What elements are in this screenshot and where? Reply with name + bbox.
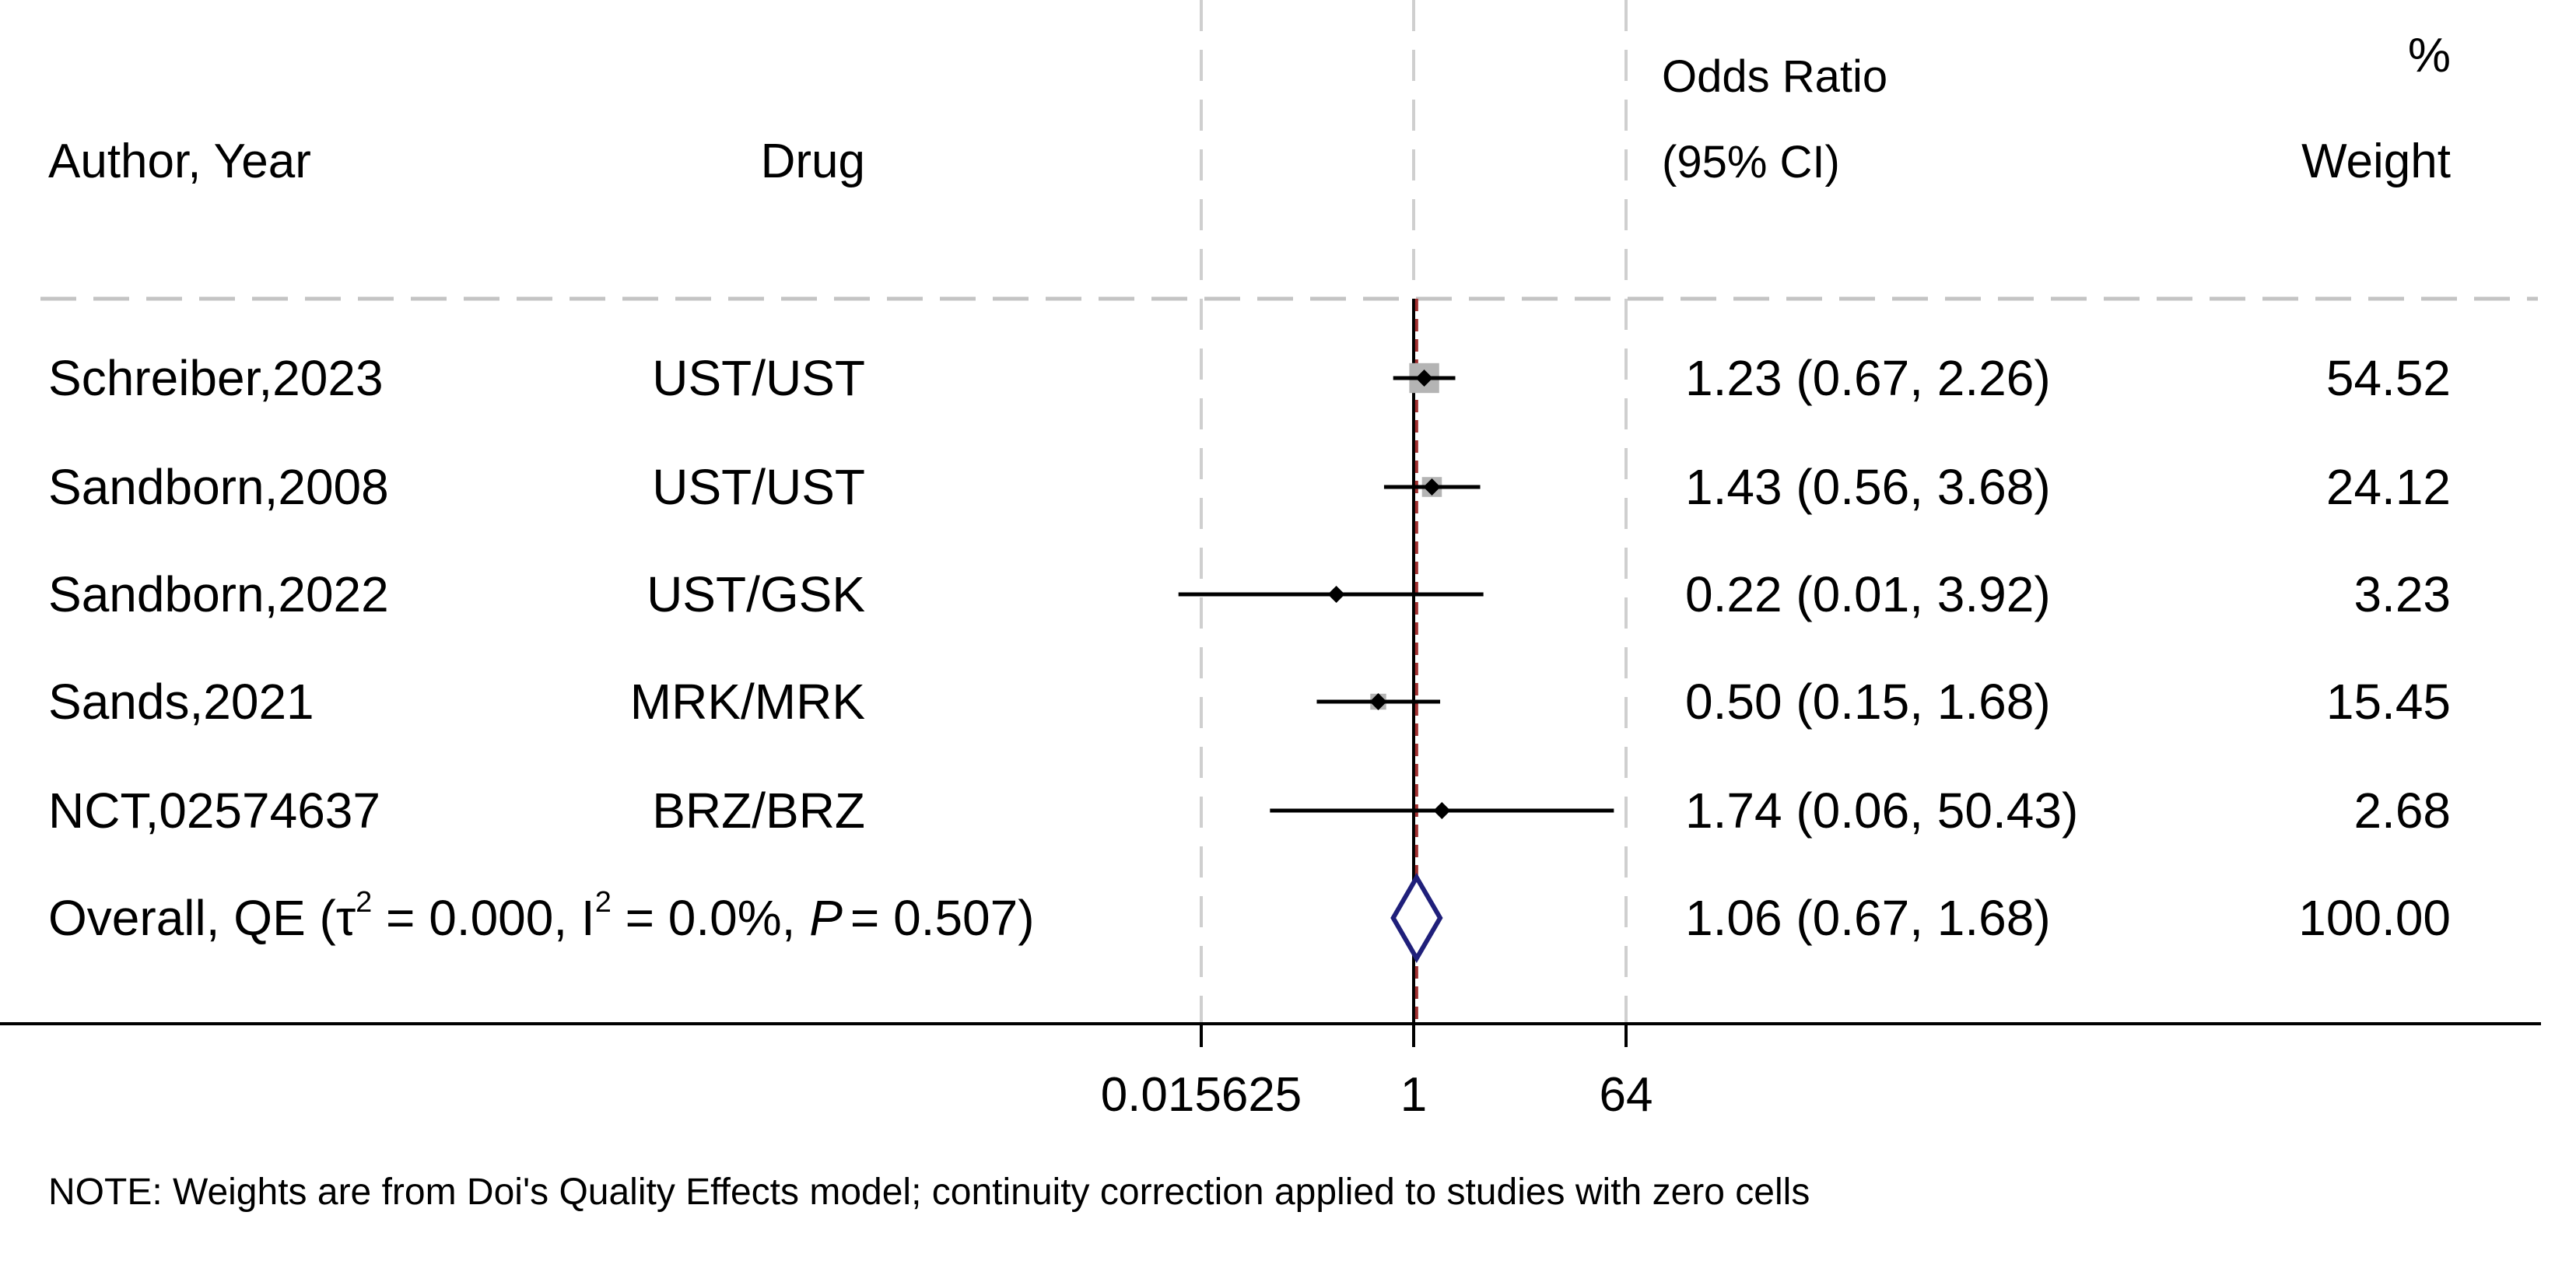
study-row: Schreiber,2023 UST/UST 1.23 (0.67, 2.26) 54… <box>48 350 2451 406</box>
study-drug: UST/GSK <box>647 566 865 622</box>
overall-ci-text: 1.06 (0.67, 1.68) <box>1685 890 2051 946</box>
study-point-estimate <box>1369 693 1387 710</box>
study-weight-text: 54.52 <box>2326 350 2451 406</box>
study-weight-text: 3.23 <box>2353 566 2451 622</box>
study-ci-text: 1.23 (0.67, 2.26) <box>1685 350 2051 406</box>
study-drug: UST/UST <box>652 350 865 406</box>
study-ci-text: 1.43 (0.56, 3.68) <box>1685 459 2051 515</box>
study-point-estimate <box>1415 370 1433 387</box>
study-author: NCT,02574637 <box>48 783 380 839</box>
study-ci-text: 0.22 (0.01, 3.92) <box>1685 566 2051 622</box>
study-point-estimate <box>1433 802 1451 819</box>
study-drug: MRK/MRK <box>630 674 865 730</box>
tick-label: 0.015625 <box>1101 1068 1302 1122</box>
header-author: Author, Year <box>48 135 311 188</box>
header-ci: (95% CI) <box>1662 137 1840 187</box>
study-weight-text: 15.45 <box>2326 674 2451 730</box>
tick-label: 64 <box>1600 1068 1653 1122</box>
study-drug: UST/UST <box>652 459 865 515</box>
study-point-estimate <box>1327 586 1345 603</box>
overall-diamond <box>1390 873 1443 963</box>
header-drug: Drug <box>761 135 865 188</box>
tick-label: 1 <box>1400 1068 1427 1122</box>
study-rows: Schreiber,2023 UST/UST 1.23 (0.67, 2.26) 54… <box>48 350 2451 839</box>
study-author: Schreiber,2023 <box>48 350 384 406</box>
study-author: Sands,2021 <box>48 674 314 730</box>
study-weight-text: 24.12 <box>2326 459 2451 515</box>
overall-label: Overall, QE (τ2 = 0.000, I2 = 0.0%, P = 0… <box>48 886 1035 946</box>
study-author: Sandborn,2022 <box>48 566 389 622</box>
header: Author, Year Drug Odds Ratio (95% CI) % … <box>48 29 2451 188</box>
study-point-estimate <box>1423 478 1441 496</box>
study-author: Sandborn,2008 <box>48 459 389 515</box>
study-row: NCT,02574637 BRZ/BRZ 1.74 (0.06, 50.43) 2.6… <box>48 783 2451 839</box>
footnote: NOTE: Weights are from Doi's Quality Eff… <box>48 1172 1810 1213</box>
header-percent: % <box>2408 29 2451 82</box>
overall-weight-text: 100.00 <box>2298 890 2451 946</box>
study-row: Sandborn,2008 UST/UST 1.43 (0.56, 3.68) 24.… <box>48 459 2451 515</box>
study-row: Sands,2021 MRK/MRK 0.50 (0.15, 1.68) 15.45 <box>48 674 2451 730</box>
header-odds-ratio: Odds Ratio <box>1662 51 1887 102</box>
study-row: Sandborn,2022 UST/GSK 0.22 (0.01, 3.92) 3.2… <box>48 566 2451 622</box>
study-ci-text: 0.50 (0.15, 1.68) <box>1685 674 2051 730</box>
overall-row: Overall, QE (τ2 = 0.000, I2 = 0.0%, P = 0… <box>48 873 2451 963</box>
header-weight: Weight <box>2301 135 2451 188</box>
study-drug: BRZ/BRZ <box>652 783 865 839</box>
study-weight-text: 2.68 <box>2353 783 2451 839</box>
study-ci-text: 1.74 (0.06, 50.43) <box>1685 783 2078 839</box>
x-axis-ticks: 0.015625 1 64 <box>1101 1024 1653 1122</box>
